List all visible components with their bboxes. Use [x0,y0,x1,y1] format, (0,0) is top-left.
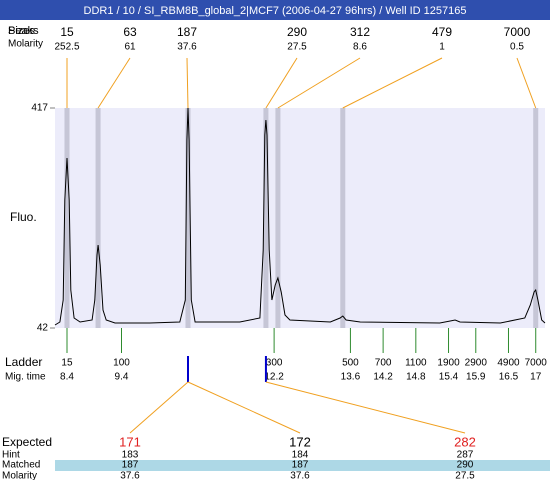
row-label: Molarity [8,39,43,50]
ladder-size: 100 [113,358,130,369]
peak-molarity: 37.6 [177,42,197,53]
peak-molarity: 252.5 [54,42,79,53]
ladder-size: 1100 [405,358,427,369]
peak-leader [342,57,443,109]
peak-band [340,108,346,328]
y-axis-label: Fluo. [10,210,37,224]
ladder-time: 8.4 [60,372,74,383]
title-bar [0,0,550,20]
peak-molarity: 27.5 [287,42,307,53]
trace [54,107,546,326]
ladder-time: 12.2 [264,372,284,383]
peak-leader [97,57,131,109]
peak-band [185,108,191,328]
peak-size: 63 [123,25,137,39]
hint-size: 183 [122,450,139,461]
peak-leader [277,57,361,109]
expected-size: 282 [454,434,476,449]
peak-size: 312 [350,25,370,39]
matched-band [55,460,550,471]
peak-band [263,108,269,328]
ladder-size: 2900 [465,358,488,369]
matched-size: 187 [122,460,139,471]
table-row-label: Molarity [2,471,37,480]
ladder-time: 17 [530,372,542,383]
y-tick-label: 42 [37,323,49,334]
row-label: Sizes [8,25,35,37]
peak-molarity: 0.5 [510,42,524,53]
row-label: Peaks [8,25,39,37]
marker-link [265,381,466,434]
table-row-label: Matched [2,460,40,471]
peak-band [64,108,70,328]
ladder-time: 14.2 [373,372,393,383]
chart-title: DDR1 / 10 / SI_RBM8B_global_2|MCF7 (2006… [84,5,467,17]
expected-size: 171 [119,434,141,449]
peak-leader [516,57,537,109]
peak-size: 290 [287,25,307,39]
marker-link [129,381,189,434]
ladder-size: 15 [61,358,73,369]
ladder-time: 14.8 [406,372,426,383]
peak-band [533,108,539,328]
marker-link [187,381,301,434]
peak-band [95,108,101,328]
hint-size: 184 [292,450,309,461]
ladder-time: 13.6 [341,372,361,383]
peak-size: 15 [60,25,74,39]
peak-molarity: 1 [439,42,445,53]
expected-size: 172 [289,434,311,449]
ladder-size: 4900 [497,358,520,369]
matched-molarity: 37.6 [120,471,140,480]
y-tick-label: 417 [31,103,48,114]
ladder-size: 500 [342,358,359,369]
ladder-size: 1900 [437,358,460,369]
table-row-label: Expected [2,435,52,449]
ladder-size: 300 [266,358,283,369]
hint-size: 287 [457,450,474,461]
peak-leader [265,57,298,109]
ladder-label: Ladder [5,355,42,369]
peak-band [275,108,281,328]
mig-time-label: Mig. time [5,372,46,383]
ladder-size: 7000 [525,358,548,369]
ladder-time: 9.4 [115,372,129,383]
matched-size: 290 [457,460,474,471]
ladder-time: 15.4 [439,372,459,383]
ladder-time: 15.9 [466,372,486,383]
ladder-time: 16.5 [499,372,519,383]
ladder-size: 700 [375,358,392,369]
peak-leader [186,57,189,109]
matched-size: 187 [292,460,309,471]
plot-area [55,108,545,328]
table-row-label: Hint [2,450,20,461]
peak-size: 479 [432,25,452,39]
peak-molarity: 61 [124,42,136,53]
peak-size: 7000 [504,25,531,39]
matched-molarity: 37.6 [290,471,310,480]
peak-size: 187 [177,25,197,39]
peak-molarity: 8.6 [353,42,367,53]
matched-molarity: 27.5 [455,471,475,480]
